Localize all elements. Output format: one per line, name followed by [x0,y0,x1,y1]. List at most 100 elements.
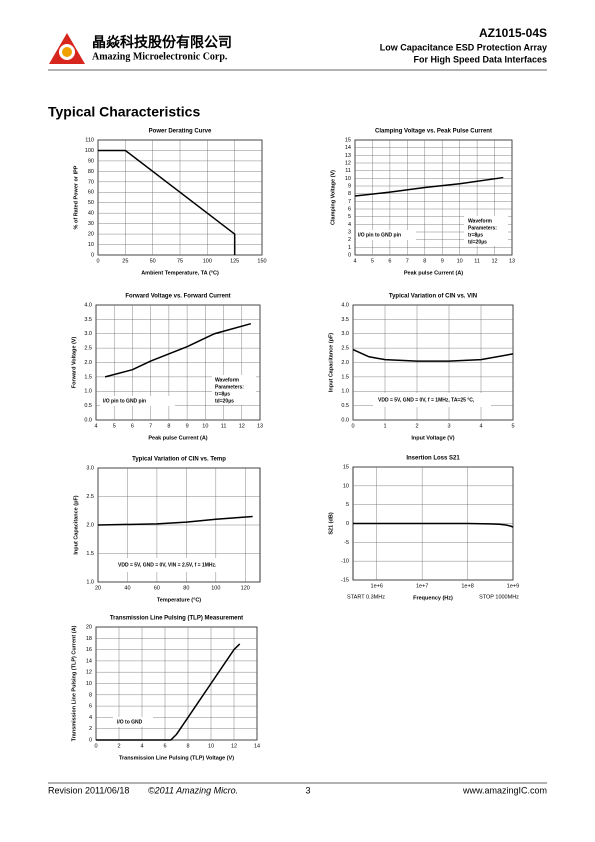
x-axis-label: Frequency (Hz) [413,595,453,601]
x-tick-label: 4 [479,423,482,429]
x-tick-label: 4 [140,743,143,749]
x-axis-label: Temperature (°C) [157,597,201,603]
x-tick-label: 2 [117,743,120,749]
x-tick-label: 1e+7 [416,583,428,589]
annotation-box [100,396,175,406]
y-tick-label: 4 [348,222,351,228]
y-tick-label: 0 [89,737,92,743]
x-tick-label: 6 [388,258,391,264]
x-tick-label: 4 [94,423,97,429]
x-tick-label: 150 [257,258,266,264]
annotation: VDD = 5V, GND = 0V, f = 1MHz, TA=25 °C, [378,397,475,403]
y-tick-label: 12 [345,160,351,166]
x-tick-label: 13 [509,258,515,264]
x-tick-label: 1e+8 [461,583,473,589]
start-label: START 0.3MHz [347,594,385,600]
x-tick-label: 6 [131,423,134,429]
data-line [104,322,252,378]
y-tick-label: 40 [88,211,94,217]
chart-title: Forward Voltage vs. Forward Current [125,294,230,300]
x-tick-label: 13 [257,423,263,429]
y-tick-label: 10 [88,242,94,248]
subtitle: For High Speed Data Interfaces [413,54,547,64]
x-tick-label: 10 [208,743,214,749]
y-tick-label: 3.5 [341,317,349,323]
y-tick-label: 12 [86,670,92,676]
x-tick-label: 10 [202,423,208,429]
y-tick-label: -10 [341,559,349,565]
y-tick-label: 0.5 [84,403,92,409]
y-tick-label: 20 [88,232,94,238]
y-tick-label: 0 [348,252,351,258]
x-tick-label: 12 [231,743,237,749]
annotation: tr=8µs [468,232,483,238]
annotation-box [464,216,508,246]
data-line [354,176,504,197]
x-tick-label: 40 [124,585,130,591]
chart-title: Insertion Loss S21 [406,456,460,462]
x-tick-label: 0 [94,743,97,749]
annotation: td=20µs [468,239,487,245]
y-tick-label: 1 [348,245,351,251]
annotation-box [113,558,233,572]
x-tick-label: 9 [186,423,189,429]
y-axis-label: Clamping Voltage (V) [330,170,336,225]
y-tick-label: 0 [91,252,94,258]
y-tick-label: 9 [348,183,351,189]
y-tick-label: 7 [348,199,351,205]
company-en: Amazing Microelectronic Corp. [92,51,228,62]
x-tick-label: 7 [149,423,152,429]
y-tick-label: 16 [86,647,92,653]
part-number: AZ1015-04S [479,26,547,40]
annotation: td=20µs [215,398,234,404]
annotation: I/O to GND [117,719,143,725]
data-line [97,515,253,526]
chart-title: Transmission Line Pulsing (TLP) Measurem… [110,616,243,622]
x-tick-label: 75 [177,258,183,264]
x-axis-label: Transmission Line Pulsing (TLP) Voltage … [119,755,234,761]
x-tick-label: 14 [254,743,260,749]
annotation: Parameters: [215,384,244,390]
y-tick-label: 10 [86,681,92,687]
x-axis-label: Peak pulse Current (A) [404,270,463,276]
x-tick-label: 25 [122,258,128,264]
y-tick-label: 2.5 [86,494,94,500]
annotation: Waveform [468,218,493,224]
x-axis-label: Ambient Temperature, TA (°C) [141,270,219,276]
x-tick-label: 1 [383,423,386,429]
revision: Revision 2011/06/18 [48,785,129,795]
y-axis-label: Forward Voltage (V) [71,337,77,389]
x-tick-label: 8 [423,258,426,264]
y-tick-label: 5 [348,214,351,220]
x-tick-label: 10 [457,258,463,264]
y-tick-label: 90 [88,158,94,164]
y-tick-label: 1.5 [84,374,92,380]
heading: Typical Characteristics [48,104,200,120]
y-tick-label: 3.0 [341,331,349,337]
x-tick-label: 1e+6 [371,583,383,589]
y-tick-label: 14 [345,145,351,151]
y-tick-label: 2 [348,237,351,243]
x-tick-label: 125 [230,258,239,264]
y-axis-label: Transmission Line Pulsing (TLP) Current … [71,625,77,741]
y-tick-label: 3.0 [84,331,92,337]
y-tick-label: 2.0 [341,360,349,366]
y-axis-label: Input Capacitance (pF) [328,333,334,392]
x-tick-label: 3 [447,423,450,429]
x-tick-label: 6 [163,743,166,749]
y-tick-label: 10 [345,176,351,182]
y-tick-label: 1.5 [86,551,94,557]
x-tick-label: 1e+9 [507,583,519,589]
annotation-box [113,717,153,727]
x-tick-label: 0 [351,423,354,429]
y-tick-label: 6 [348,206,351,212]
y-tick-label: 2.5 [84,346,92,352]
x-tick-label: 8 [186,743,189,749]
data-line [353,522,514,528]
annotation: I/O pin to GND pin [358,232,401,238]
x-tick-label: 11 [221,423,227,429]
y-tick-label: -15 [341,577,349,583]
y-tick-label: 8 [89,692,92,698]
copyright: ©2011 Amazing Micro. [148,785,238,795]
